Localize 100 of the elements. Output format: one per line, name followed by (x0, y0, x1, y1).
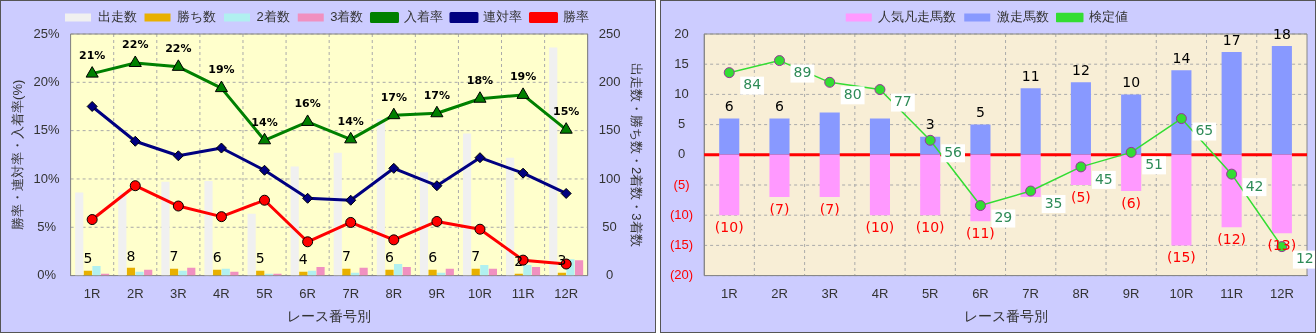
bar (333, 152, 342, 276)
y2-tick-label: 50 (602, 218, 617, 234)
data-label: 12 (1295, 250, 1314, 267)
bar (480, 264, 489, 276)
point (560, 187, 572, 199)
x-tick-label: 8R (1072, 285, 1090, 301)
legend-label: 激走馬数 (996, 9, 1049, 25)
data-label: (12) (1217, 230, 1247, 247)
legend-label: 検定値 (1089, 9, 1129, 25)
point (345, 216, 357, 228)
y-tick-label: (5) (673, 176, 690, 192)
x-axis-title: レース番号別 (287, 308, 372, 325)
bar (920, 154, 941, 216)
data-label: 15% (552, 105, 580, 119)
bar (376, 119, 385, 276)
data-label: 77 (893, 93, 912, 110)
x-tick-label: 2R (126, 285, 144, 301)
bar (75, 192, 84, 276)
x-tick-label: 11R (1220, 285, 1244, 301)
point (474, 152, 486, 164)
data-label: 19% (208, 63, 235, 77)
bar (402, 266, 411, 276)
y-tick-label: (15) (670, 236, 694, 252)
point (474, 223, 486, 235)
data-label: 80 (843, 85, 862, 102)
legend-label: 入着率 (403, 9, 443, 25)
data-label: 7 (341, 248, 351, 265)
data-label: 7 (471, 248, 481, 265)
data-label: 51 (1145, 156, 1163, 173)
point (215, 211, 227, 223)
data-label: 12 (1072, 61, 1090, 78)
x-tick-label: 1R (720, 285, 738, 301)
data-label: (10) (865, 218, 895, 235)
legend-label: 勝率 (562, 9, 589, 25)
point (301, 114, 315, 126)
point (129, 180, 141, 192)
point (388, 162, 400, 174)
y-axis-title: 勝率・連対率・入着率(%) (10, 79, 26, 230)
x-tick-label: 10R (468, 285, 492, 301)
point (259, 194, 271, 206)
data-label: 35 (1044, 194, 1063, 211)
bar (1121, 94, 1142, 155)
point (214, 80, 228, 93)
bar (1271, 154, 1292, 234)
x-tick-label: 1R (83, 285, 101, 301)
data-label: 5 (255, 250, 265, 267)
bar (1020, 88, 1041, 155)
data-label: 17 (1222, 31, 1241, 48)
data-label: 6 (724, 98, 734, 115)
data-label: 4 (298, 251, 308, 268)
data-label: 3 (925, 116, 935, 133)
y-tick-label: (20) (670, 267, 694, 283)
point (824, 76, 836, 88)
point (431, 215, 443, 227)
y2-axis-title: 出走数・勝ち数・2着数・3着数 (628, 63, 644, 247)
point (1175, 113, 1187, 125)
point (86, 214, 98, 226)
data-label: 84 (743, 76, 762, 93)
bar (247, 213, 256, 276)
data-label: (15) (1167, 249, 1196, 266)
data-label: 14% (337, 114, 364, 128)
y2-tick-label: 100 (598, 170, 621, 186)
point (1025, 185, 1037, 197)
legend-label: 出走数 (97, 9, 137, 25)
data-label: 6 (775, 98, 785, 115)
data-label: 45 (1094, 170, 1113, 187)
y2-tick-label: 250 (598, 25, 621, 41)
data-label: 14 (1172, 49, 1191, 66)
bar (1271, 46, 1292, 155)
point (773, 55, 785, 67)
bar (428, 269, 437, 276)
x-tick-label: 4R (213, 285, 230, 301)
data-label: 22% (165, 42, 192, 56)
point (259, 164, 271, 176)
point (723, 67, 735, 79)
x-tick-label: 6R (972, 285, 989, 301)
data-label: 29 (994, 209, 1013, 226)
legend-label: 勝ち数 (177, 9, 217, 25)
point (473, 91, 487, 103)
bar (719, 154, 740, 216)
x-tick-label: 10R (1169, 285, 1194, 301)
data-label: 7 (169, 248, 179, 265)
legend-label: 連対率 (483, 9, 523, 25)
bar (92, 265, 101, 276)
bar (769, 154, 790, 198)
data-label: 10 (1122, 74, 1141, 91)
x-axis-title: レース番号別 (963, 308, 1048, 325)
data-label: 18 (1272, 25, 1291, 42)
bar (869, 118, 891, 155)
point (172, 200, 184, 212)
data-label: 14% (251, 115, 278, 129)
point (559, 122, 573, 134)
data-label: 8 (126, 247, 136, 264)
point (517, 167, 529, 179)
y-tick-label: 25% (33, 25, 61, 41)
point (302, 192, 314, 204)
y-tick-label: 0 (677, 146, 686, 162)
data-label: 17% (423, 88, 451, 102)
data-label: (5) (1071, 188, 1091, 205)
data-label: 18% (466, 74, 494, 88)
